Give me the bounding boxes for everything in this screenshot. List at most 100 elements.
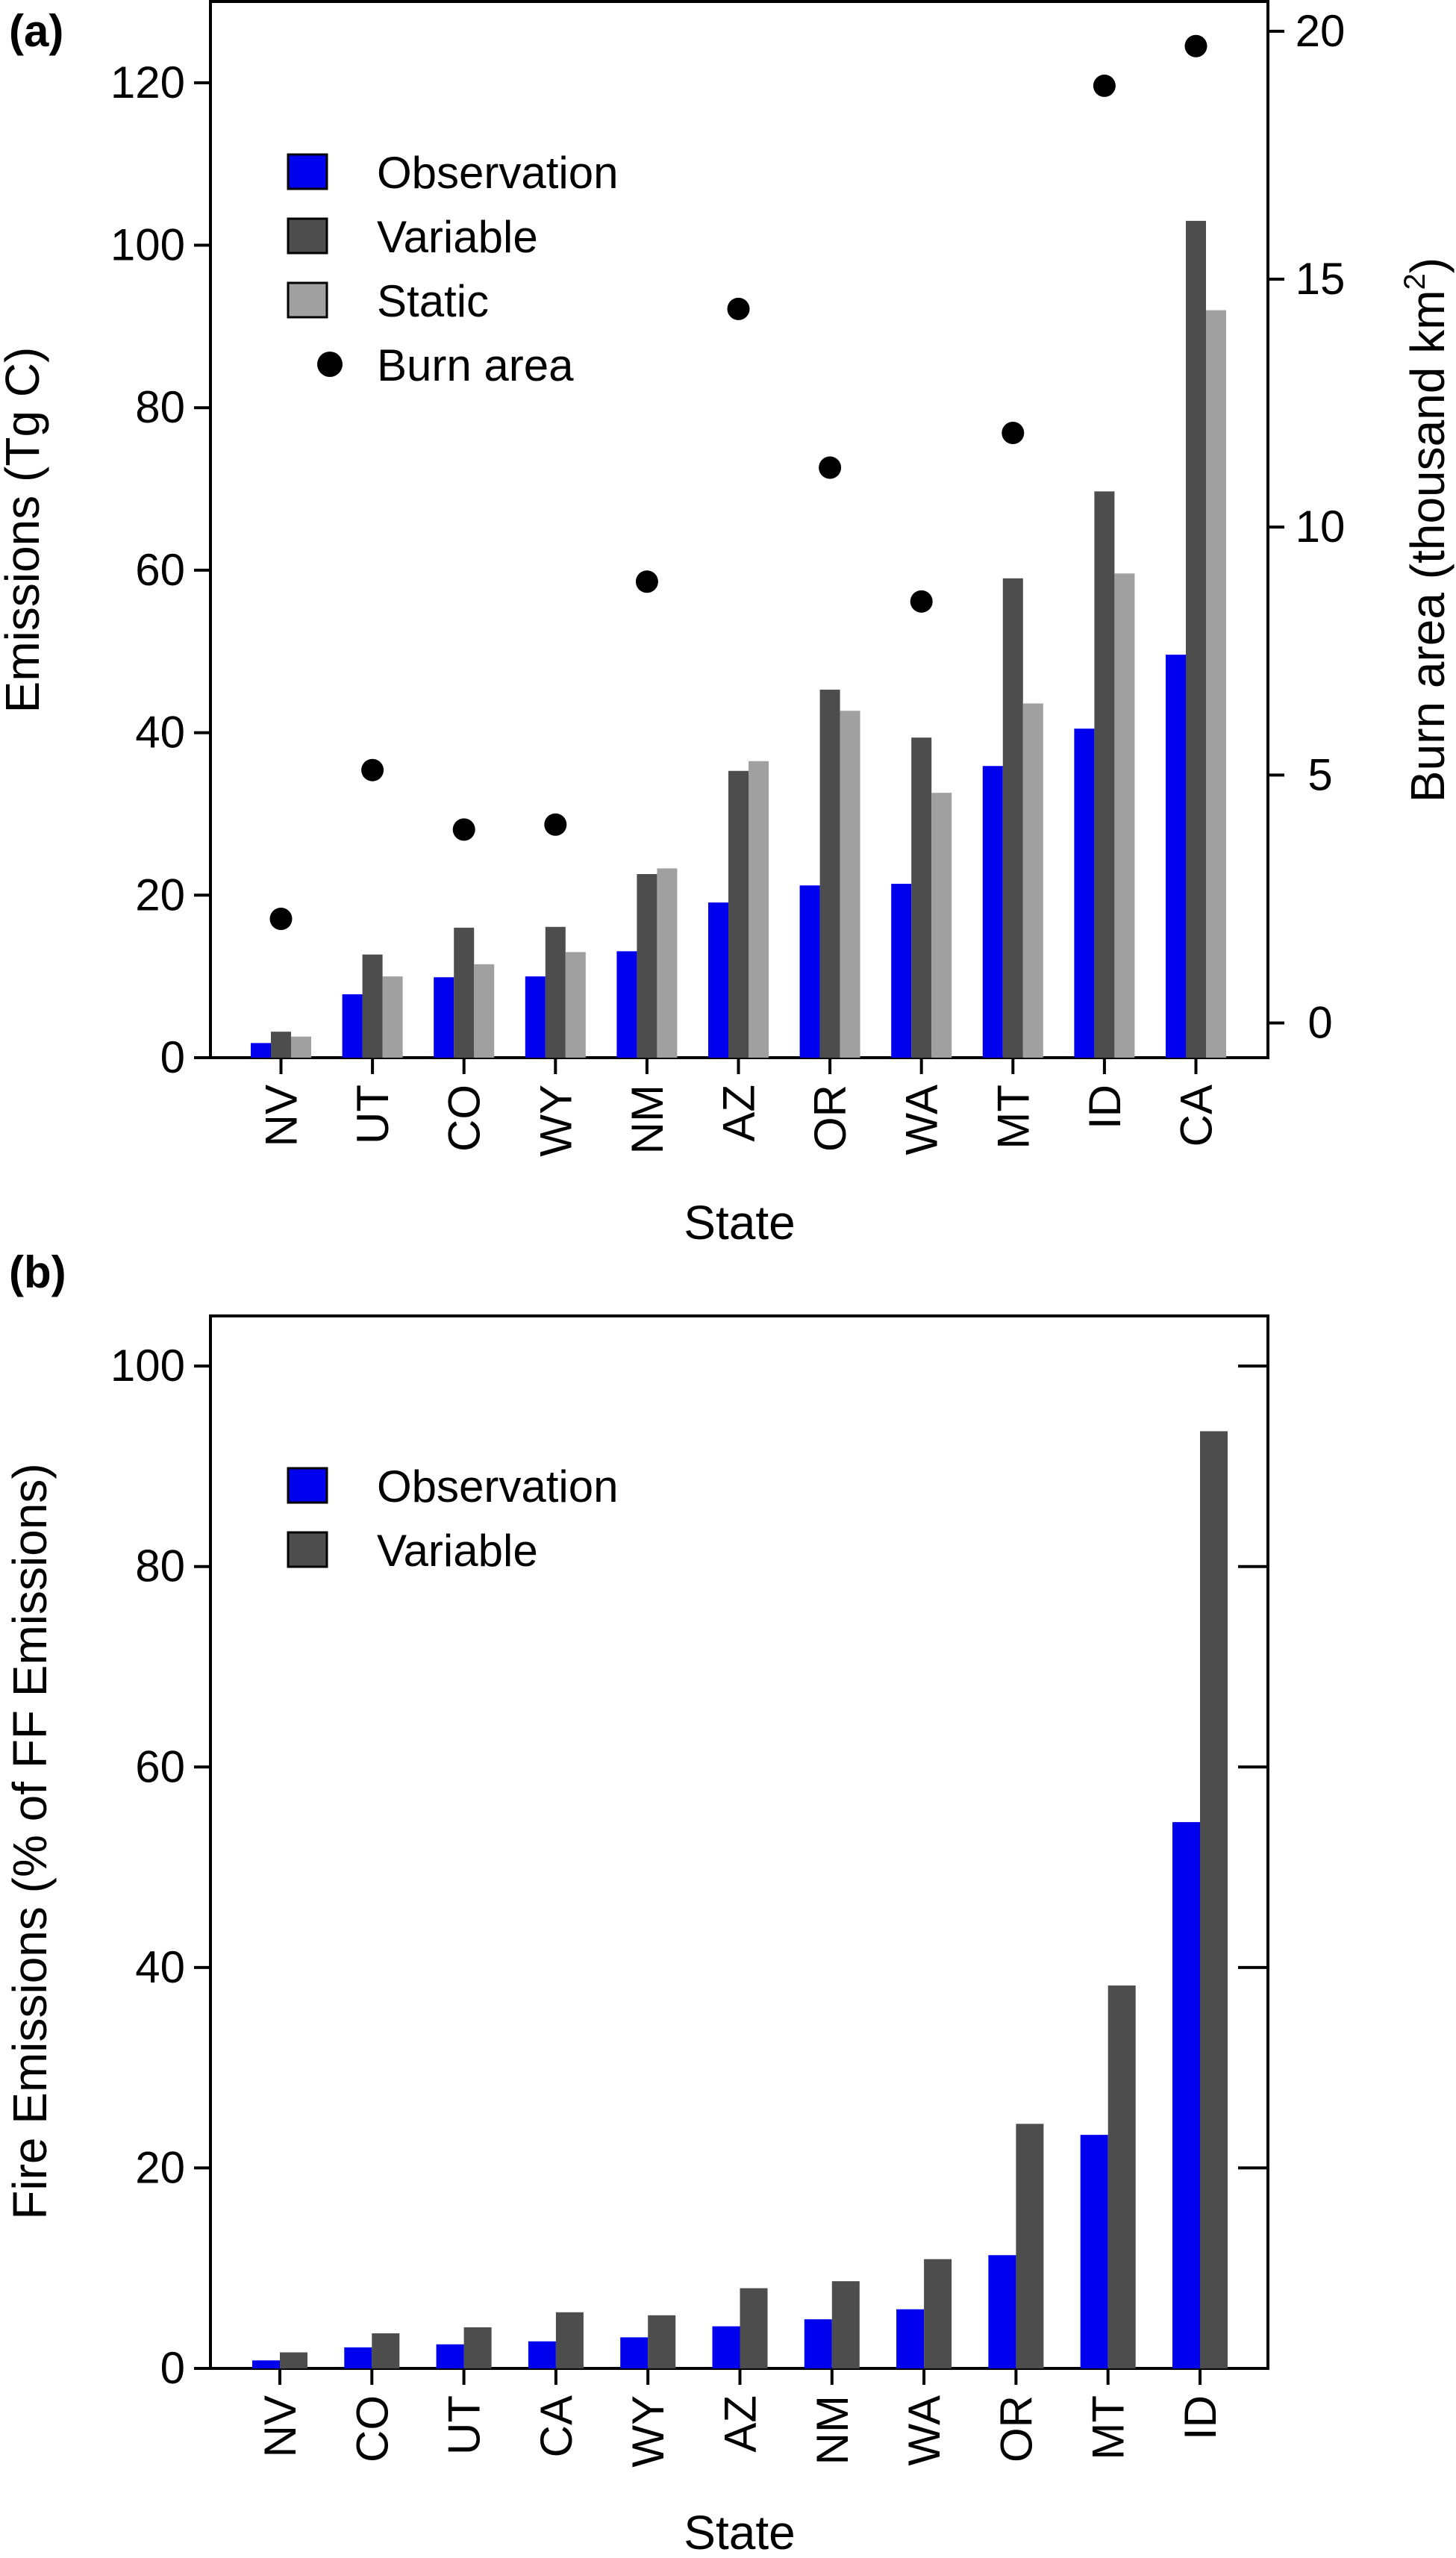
panel-a-bar-static-id (1114, 573, 1135, 1058)
panel-a-burn-area-point-mt (1002, 421, 1025, 444)
panel-a-x-tick-label-nm: NM (622, 1085, 672, 1154)
panel-a-bar-static-wa (931, 793, 952, 1058)
legend-label-burn-area: Burn area (377, 340, 574, 390)
panel-a-bar-observation-nv (251, 1043, 271, 1058)
panel-a-y2-tick-label: 10 (1296, 502, 1346, 552)
panel-a-bar-static-co (474, 964, 495, 1058)
panel-a-burn-area-point-nm (635, 570, 658, 593)
panel-a-burn-area-point-co (452, 818, 475, 841)
panel-a-x-axis-title: State (684, 1196, 795, 1250)
panel-b-x-tick-label-az: AZ (716, 2395, 766, 2453)
panel-a-y2-tick-label: 20 (1296, 6, 1346, 56)
panel-a-bar-variable-or (819, 689, 840, 1058)
panel-b-bars (252, 1431, 1228, 2368)
panel-a-bar-observation-or (799, 885, 820, 1058)
panel-b-bar-observation-wy (620, 2337, 649, 2368)
panel-b-bar-variable-az (740, 2288, 768, 2368)
legend-swatch-variable (287, 217, 328, 255)
panel-a-y2-axis: 0 5 10 15 20 (1268, 6, 1346, 1047)
panel-a-bar-variable-mt (1002, 578, 1023, 1058)
panel-a-x-tick-label-wa: WA (897, 1085, 947, 1155)
legend-label-observation-b: Observation (377, 1462, 619, 1512)
panel-a-bar-static-ut (382, 976, 403, 1058)
panel-a-y-tick-label: 100 (110, 220, 185, 270)
panel-a-x-axis: NV UT CO WY NM AZ OR WA MT ID CA (257, 1058, 1222, 1157)
panel-b-bar-observation-nm (804, 2319, 832, 2368)
panel-a-y2-axis-title: Burn area (thousand km2) (1399, 258, 1455, 802)
panel-a-y-tick-label: 120 (110, 57, 185, 107)
panel-b-y-tick-label: 100 (110, 1341, 185, 1391)
panel-a-x-tick-label-ut: UT (348, 1085, 398, 1144)
panel-a-burn-area-points (269, 34, 1207, 930)
legend-label-variable: Variable (377, 212, 538, 262)
panel-b-bar-observation-co (344, 2347, 372, 2368)
panel-b-x-tick-label-co: CO (347, 2395, 397, 2462)
panel-b-x-tick-label-ca: CA (531, 2395, 581, 2457)
panel-a-bar-variable-wa (911, 737, 932, 1058)
panel-a-x-tick-label-id: ID (1080, 1085, 1130, 1129)
panel-a-burn-area-point-wy (544, 813, 567, 836)
panel-a: (a) 0 20 40 60 80 100 120 0 5 10 15 20 NV UT CO WY NM A… (0, 0, 1455, 1250)
panel-b-bar-variable-ca (555, 2312, 584, 2368)
panel-b-y-axis: 0 20 40 60 80 100 (110, 1341, 210, 2393)
panel-a-bar-observation-ca (1166, 655, 1186, 1058)
panel-a-bar-static-wy (565, 952, 586, 1058)
legend-swatch-static (287, 281, 328, 319)
panel-b-y-tick-label: 20 (135, 2142, 185, 2192)
panel-a-bar-observation-az (708, 902, 728, 1058)
legend-swatch-variable-b (287, 1531, 328, 1568)
panel-b-x-axis-title: State (684, 2506, 795, 2558)
panel-a-bar-static-nv (291, 1036, 311, 1058)
panel-a-y-axis-title: Emissions (Tg C) (0, 347, 49, 714)
panel-b-bar-variable-ut (463, 2327, 492, 2368)
panel-a-bar-variable-az (728, 770, 749, 1058)
panel-b-y-tick-label: 80 (135, 1541, 185, 1591)
panel-a-x-tick-label-mt: MT (988, 1085, 1038, 1149)
panel-b-bar-observation-mt (1080, 2135, 1108, 2368)
panel-b-legend: Observation Variable (287, 1462, 619, 1576)
panel-b-y-tick-label: 60 (135, 1741, 185, 1791)
legend-label-static: Static (377, 276, 489, 326)
panel-b-y-axis-title: Fire Emissions (% of FF Emissions) (3, 1463, 57, 2219)
panel-b-y-tick-label: 40 (135, 1942, 185, 1992)
panel-a-bar-static-ca (1206, 310, 1226, 1058)
panel-a-burn-area-point-nv (269, 907, 293, 930)
panel-b-bar-variable-mt (1107, 1985, 1136, 2368)
legend-marker-burn-area (317, 352, 343, 377)
panel-a-x-tick-label-or: OR (805, 1085, 855, 1152)
panel-a-bar-observation-wa (891, 884, 912, 1058)
panel-b-y-tick-label: 0 (160, 2343, 185, 2393)
panel-a-y-axis: 0 20 40 60 80 100 120 (110, 57, 210, 1082)
panel-a-bar-observation-co (434, 977, 454, 1058)
panel-b-bar-observation-wa (896, 2309, 925, 2368)
panel-a-x-tick-label-nv: NV (257, 1085, 307, 1147)
panel-a-y2-tick-label: 5 (1307, 749, 1332, 799)
panel-a-burn-area-point-ca (1184, 34, 1207, 57)
panel-b-bar-variable-nv (280, 2352, 307, 2368)
panel-a-bar-variable-ca (1186, 220, 1206, 1058)
panel-b-bar-variable-id (1200, 1431, 1228, 2368)
panel-b-bar-observation-az (712, 2326, 740, 2368)
panel-a-bar-observation-wy (525, 976, 546, 1058)
panel-b-bar-variable-nm (831, 2281, 860, 2368)
panel-a-y2-tick-label: 0 (1307, 997, 1332, 1047)
panel-b-label: (b) (9, 1247, 66, 1297)
panel-b-x-tick-label-nm: NM (807, 2395, 857, 2465)
panel-b-x-tick-label-wa: WA (899, 2395, 949, 2465)
panel-a-bar-static-or (840, 711, 860, 1058)
legend-swatch-observation (287, 153, 328, 190)
panel-a-bar-observation-nm (616, 951, 637, 1058)
panel-b-x-tick-label-wy: WY (623, 2395, 673, 2468)
panel-a-bar-variable-co (454, 927, 475, 1058)
panel-a-x-tick-label-co: CO (440, 1085, 490, 1152)
panel-a-y-tick-label: 0 (160, 1032, 185, 1082)
panel-b-x-tick-label-ut: UT (440, 2395, 490, 2455)
panel-a-bar-static-az (749, 761, 769, 1058)
panel-b-x-tick-label-or: OR (991, 2395, 1041, 2462)
panel-a-burn-area-point-wa (910, 590, 933, 613)
panel-b-right-axis-ticks (1238, 1364, 1268, 2170)
panel-b-bar-variable-or (1016, 2124, 1044, 2368)
panel-a-y-tick-label: 40 (135, 708, 185, 758)
panel-a-burn-area-point-ut (361, 758, 384, 782)
panel-a-bar-observation-id (1074, 729, 1095, 1058)
